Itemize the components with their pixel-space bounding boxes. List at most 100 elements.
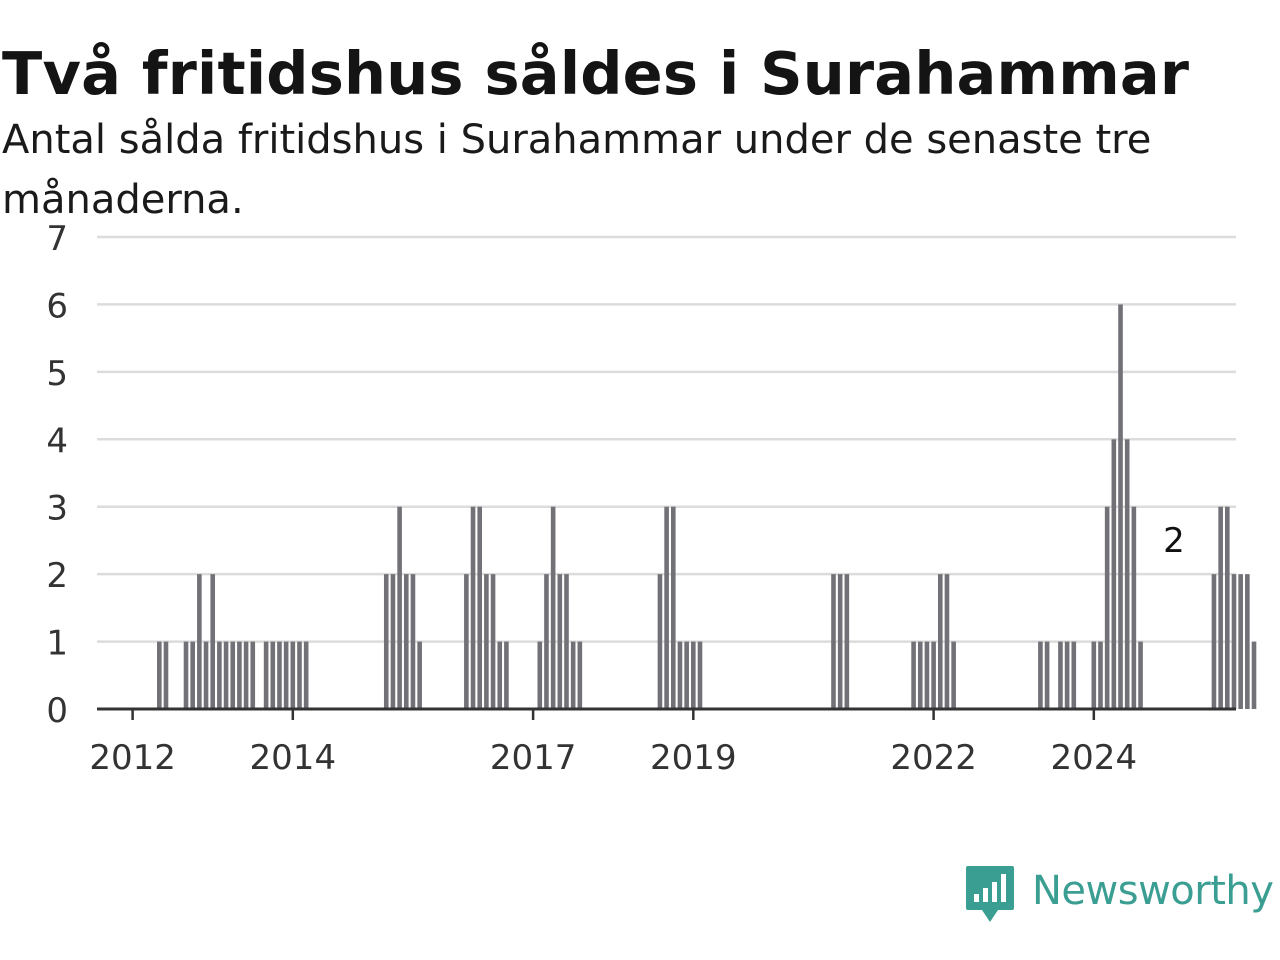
bar: [223, 641, 229, 709]
bar: [544, 574, 549, 709]
bar: [917, 641, 923, 709]
bar: [163, 641, 169, 709]
y-tick-label: 7: [46, 219, 68, 259]
bar: [203, 641, 209, 709]
x-tick-label: 2014: [250, 738, 337, 778]
bar: [1238, 574, 1243, 709]
bar: [263, 641, 269, 709]
bar: [1211, 574, 1217, 709]
brand-name: Newsworthy: [1032, 868, 1274, 914]
bar: [397, 506, 402, 709]
x-tick-label: 2012: [89, 738, 176, 778]
bar: [290, 641, 296, 709]
bar: [657, 574, 663, 709]
bar: [1124, 439, 1130, 709]
y-axis-tick-labels: 0 1 2 3 4 5 6 7: [46, 219, 68, 731]
bar: [504, 641, 509, 709]
y-tick-label: 6: [46, 286, 68, 326]
bar: [477, 506, 483, 709]
y-tick-label: 3: [46, 489, 68, 529]
bar: [844, 574, 850, 709]
bar: [557, 574, 563, 709]
bar: [1064, 641, 1070, 709]
bar: [1038, 641, 1043, 709]
bar: [243, 641, 249, 709]
chart-title: Två fritidshus såldes i Surahammar: [2, 39, 1190, 108]
bar: [1138, 641, 1143, 709]
bar: [697, 641, 703, 709]
bar: [1131, 506, 1137, 709]
bar: [417, 641, 422, 709]
bar: [677, 641, 683, 709]
bar: [464, 574, 469, 709]
bar: [1098, 641, 1103, 709]
bar: [484, 574, 489, 709]
bar: [951, 641, 956, 709]
bar: [1071, 641, 1077, 709]
bar: [270, 641, 276, 709]
bar: [911, 641, 916, 709]
bar: [1104, 506, 1110, 709]
y-tick-label: 5: [46, 354, 68, 394]
x-tick-label: 2019: [650, 738, 737, 778]
newsworthy-logo-icon: [966, 866, 1014, 922]
bar: [183, 641, 189, 709]
bar: [937, 574, 943, 709]
bar: [403, 574, 409, 709]
bars: [157, 304, 1257, 709]
bar: [564, 574, 569, 709]
bar: [410, 574, 416, 709]
bar: [210, 574, 216, 709]
bar: [390, 574, 396, 709]
bar: [577, 641, 583, 709]
bar: [537, 641, 543, 709]
bar: [1218, 506, 1223, 709]
x-tick-label: 2017: [490, 738, 577, 778]
bar: [1118, 304, 1123, 709]
bar: [1111, 439, 1117, 709]
chart-subtitle: Antal sålda fritidshus i Surahammar unde…: [2, 117, 1152, 223]
y-tick-label: 0: [46, 691, 68, 731]
y-tick-label: 4: [46, 421, 68, 461]
bar: [297, 641, 302, 709]
bar: [1245, 574, 1250, 709]
bar: [1231, 574, 1237, 709]
brand-logo: Newsworthy: [964, 862, 1274, 926]
y-tick-label: 1: [46, 624, 68, 664]
y-tick-label: 2: [46, 556, 68, 596]
bar: [190, 641, 195, 709]
bar: [1091, 641, 1097, 709]
x-axis-tick-labels: 2012 2014 2017 2019 2022 2024: [89, 738, 1137, 778]
bar: [831, 574, 836, 709]
bar: [230, 641, 236, 709]
bar: [1225, 506, 1230, 709]
bar: [1251, 641, 1257, 709]
bar: [237, 641, 242, 709]
bar: [277, 641, 282, 709]
bar: [383, 574, 389, 709]
x-tick-label: 2022: [890, 738, 977, 778]
bar: [944, 574, 950, 709]
bar: [157, 641, 162, 709]
bar: [691, 641, 696, 709]
bar: [283, 641, 289, 709]
bar: [550, 506, 556, 709]
bar: [924, 641, 930, 709]
bar: [931, 641, 936, 709]
bar: [303, 641, 309, 709]
bar: [570, 641, 576, 709]
bar: [1044, 641, 1050, 709]
latest-value-label: 2: [1163, 521, 1185, 561]
annotations: 2: [1160, 518, 1189, 565]
bar: [470, 506, 476, 709]
bar: [670, 506, 676, 709]
bar: [684, 641, 689, 709]
bar: [217, 641, 222, 709]
bar: [490, 574, 496, 709]
x-tick-label: 2024: [1051, 738, 1138, 778]
bar: [197, 574, 202, 709]
x-axis: [97, 707, 1236, 720]
bar: [837, 574, 843, 709]
bar: [664, 506, 669, 709]
